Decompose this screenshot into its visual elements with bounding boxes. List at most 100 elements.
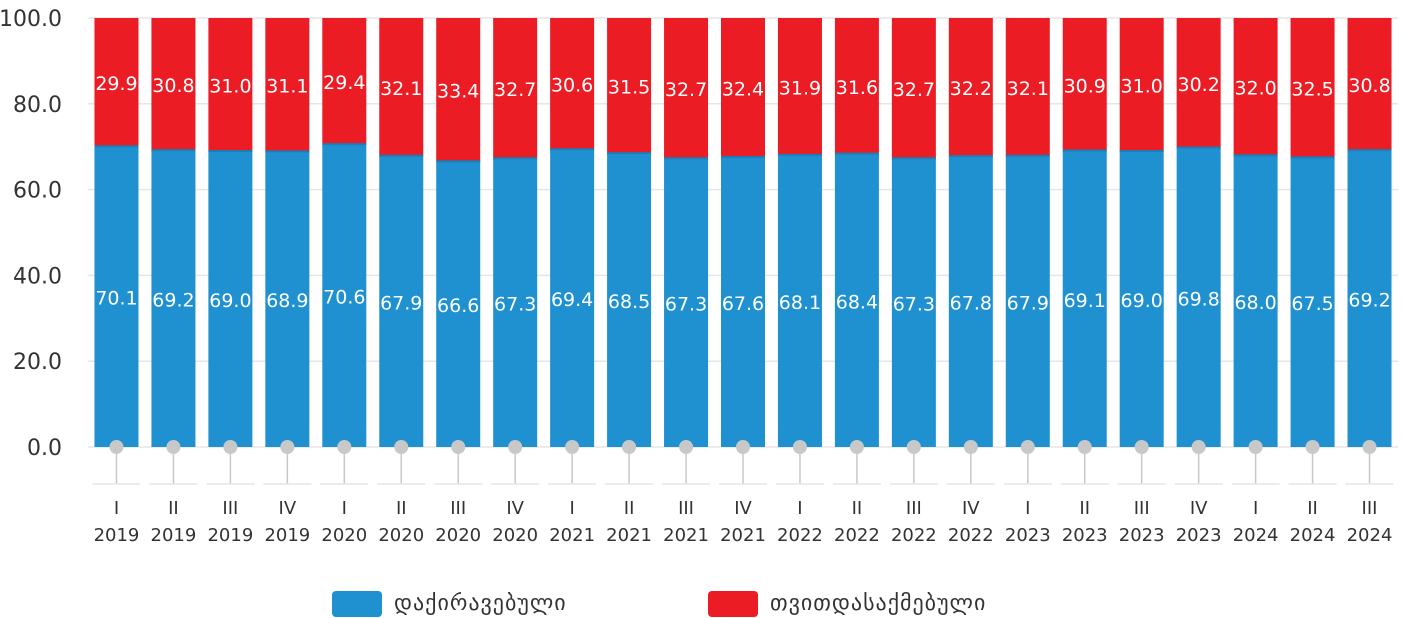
bar-segment-employed	[1062, 150, 1107, 447]
bar-segment-employed	[1290, 157, 1335, 448]
bar-segment-self-employed	[1233, 18, 1278, 156]
bar-segment-employed	[1005, 155, 1050, 448]
data-label-employed: 70.6	[323, 287, 365, 309]
data-label-employed: 68.9	[266, 290, 308, 312]
x-tick-year: 2022	[948, 525, 994, 546]
x-tick-year: 2019	[207, 525, 253, 546]
bar-segment-employed	[721, 156, 765, 447]
x-tick-quarter: III	[678, 498, 694, 519]
data-label-employed: 66.6	[437, 295, 479, 317]
legend-label-self-employed: თვითდასაქმებული	[770, 591, 987, 616]
x-tick-year: 2020	[321, 525, 367, 546]
data-label-self-employed: 32.5	[1291, 79, 1333, 101]
x-marker-dot	[1077, 440, 1092, 454]
data-label-employed: 69.8	[1177, 288, 1219, 310]
x-marker-dot	[1248, 440, 1263, 454]
data-label-employed: 67.3	[893, 294, 935, 316]
x-tick-quarter: III	[1134, 498, 1150, 519]
x-tick-quarter: I	[1025, 498, 1030, 519]
stacked-bar-chart: 0.0 20.0 40.0 60.0 80.0 100.0 70.1 29.9 I 2019 69.…	[0, 7, 1398, 546]
bar-segment-employed	[1119, 150, 1164, 448]
x-marker-dot	[849, 440, 864, 454]
x-tick-year: 2019	[264, 525, 310, 546]
x-tick-quarter: II	[624, 498, 635, 519]
data-label-self-employed: 30.6	[551, 75, 593, 97]
x-tick-quarter: IV	[734, 498, 752, 519]
data-label-self-employed: 32.7	[494, 79, 536, 101]
x-marker-dot	[394, 440, 409, 454]
legend-label-employed: დაქირავებული	[394, 591, 567, 616]
y-tick-label: 60.0	[13, 179, 62, 204]
data-label-employed: 67.9	[380, 292, 422, 314]
bar-segment-self-employed	[1062, 18, 1107, 151]
bar-segment-self-employed	[1005, 18, 1050, 156]
bar-segment-self-employed	[777, 18, 822, 155]
bar-segment-self-employed	[721, 18, 765, 157]
x-marker-dot	[622, 440, 637, 454]
data-label-self-employed: 32.7	[665, 79, 707, 101]
x-tick-quarter: III	[906, 498, 922, 519]
x-tick-quarter: I	[342, 498, 347, 519]
data-label-self-employed: 31.0	[1121, 75, 1163, 97]
data-label-self-employed: 31.9	[779, 77, 821, 99]
data-label-self-employed: 32.1	[380, 78, 422, 100]
legend-item-employed[interactable]: დაქირავებული	[332, 590, 567, 618]
bar-segment-self-employed	[891, 18, 936, 159]
bar-segment-self-employed	[1119, 18, 1164, 151]
bar-segment-employed	[322, 144, 367, 447]
bar-segment-self-employed	[1290, 18, 1335, 158]
data-label-employed: 68.1	[779, 292, 821, 314]
data-label-self-employed: 29.9	[95, 73, 137, 95]
data-label-self-employed: 31.5	[608, 77, 650, 99]
x-tick-quarter: II	[1307, 498, 1318, 519]
x-tick-year: 2024	[1347, 525, 1393, 546]
x-marker-dot	[679, 440, 694, 454]
x-marker-dot	[223, 440, 238, 454]
x-marker-dot	[1191, 440, 1206, 454]
bar-segment-self-employed	[1347, 18, 1392, 151]
bar-segment-self-employed	[94, 18, 139, 147]
data-label-employed: 67.9	[1007, 292, 1049, 314]
data-label-self-employed: 30.2	[1177, 74, 1219, 96]
bar-segment-employed	[777, 154, 822, 447]
y-tick-label: 40.0	[13, 264, 62, 289]
bar-segment-self-employed	[1176, 18, 1221, 148]
x-tick-quarter: II	[396, 498, 407, 519]
x-marker-dot	[963, 440, 978, 454]
x-tick-year: 2020	[435, 525, 481, 546]
bar-segment-self-employed	[493, 18, 538, 159]
x-tick-quarter: I	[114, 498, 119, 519]
bar-segment-employed	[891, 158, 936, 447]
data-label-employed: 68.4	[836, 291, 878, 313]
legend-item-self-employed[interactable]: თვითდასაქმებული	[708, 590, 986, 618]
bar-segment-self-employed	[322, 18, 367, 145]
bar-segment-self-employed	[834, 18, 879, 154]
data-label-employed: 69.0	[209, 290, 251, 312]
data-label-employed: 67.8	[950, 293, 992, 315]
data-label-employed: 69.2	[1348, 290, 1390, 312]
bar-segment-employed	[436, 161, 481, 447]
bar-segment-employed	[208, 150, 253, 448]
x-marker-dot	[565, 440, 580, 454]
data-label-self-employed: 32.2	[950, 78, 992, 100]
y-tick-label: 80.0	[13, 93, 62, 118]
data-label-employed: 67.6	[722, 293, 764, 315]
bar-segment-employed	[1347, 150, 1392, 447]
data-label-self-employed: 32.0	[1234, 78, 1276, 100]
x-tick-year: 2022	[891, 525, 937, 546]
x-marker-dot	[1362, 440, 1377, 454]
x-marker-dot	[1020, 440, 1035, 454]
bar-segment-self-employed	[379, 18, 424, 156]
legend-swatch-employed	[332, 591, 382, 617]
data-label-self-employed: 31.1	[266, 76, 308, 98]
y-tick-label: 100.0	[0, 7, 62, 32]
x-tick-quarter: I	[1253, 498, 1258, 519]
bar-segment-employed	[834, 153, 879, 447]
bar-segment-employed	[948, 156, 993, 447]
bar-segment-employed	[94, 146, 139, 447]
bar-segment-employed	[607, 153, 652, 447]
x-tick-quarter: II	[168, 498, 179, 519]
x-tick-year: 2023	[1005, 525, 1051, 546]
data-label-employed: 67.3	[665, 294, 707, 316]
data-label-employed: 68.0	[1234, 292, 1276, 314]
